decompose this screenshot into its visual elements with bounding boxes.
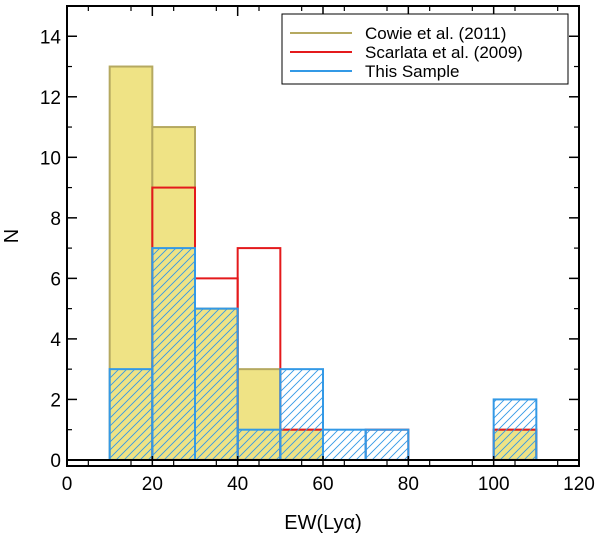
y-tick-label: 4 [50,330,61,351]
x-tick-label: 100 [478,474,510,495]
legend: Cowie et al. (2011)Scarlata et al. (2009… [281,13,569,85]
y-tick-label: 14 [40,27,62,48]
histogram-bar [151,247,196,461]
series-this-sample [108,247,538,461]
x-tick-label: 0 [62,474,73,495]
y-tick-label: 2 [50,390,61,411]
histogram-bar [279,368,325,461]
bars-layer [108,65,538,461]
x-axis-title: EW(Lyα) [284,512,361,534]
x-tick-label: 60 [312,474,333,495]
histogram-bar [322,428,367,461]
x-tick-label: 120 [563,474,595,495]
legend-label: Cowie et al. (2011) [365,24,506,43]
axes-layer: 0 20 40 60 80 100 120 0 2 4 6 8 10 12 14 EW(Lyα) N [1,5,595,534]
legend-box [281,13,569,85]
x-tick-label: 80 [398,474,419,495]
legend-label: Scarlata et al. (2009) [365,43,523,62]
y-tick-label: 8 [50,209,61,230]
y-tick-label: 0 [50,451,61,472]
histogram-bar [492,398,538,461]
histogram-bar [194,307,239,461]
x-tick-label: 20 [142,474,163,495]
y-tick-label: 10 [40,148,61,169]
histogram-bar [108,368,154,461]
x-tick-label: 40 [227,474,248,495]
legend-label: This Sample [365,62,459,81]
y-axis-title: N [1,229,23,243]
histogram-bar [364,428,410,461]
histogram-bar [236,428,282,461]
y-tick-label: 6 [50,269,61,290]
y-tick-label: 12 [40,88,61,109]
